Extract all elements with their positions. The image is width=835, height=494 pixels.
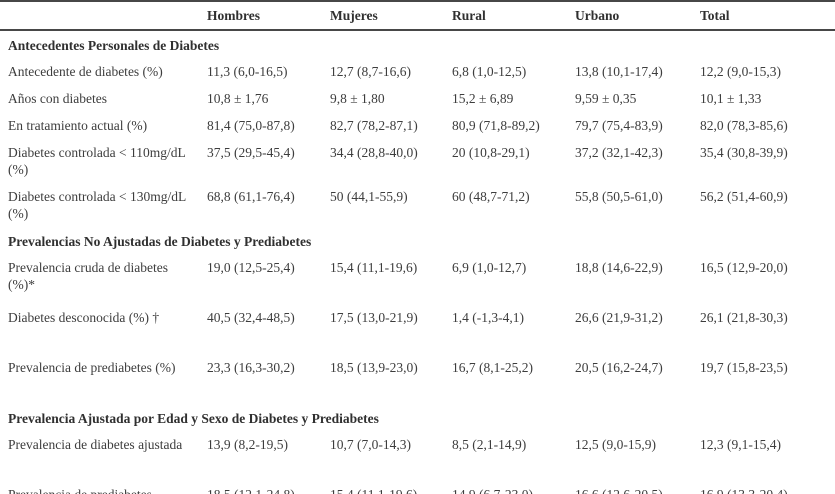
value-cell: 8,5 (2,1-14,9) [452, 437, 527, 452]
value-cell: 18,5 (13,9-23,0) [330, 360, 418, 375]
value-cell: 17,5 (13,0-21,9) [330, 310, 418, 325]
table-row: Diabetes desconocida (%) † 40,5 (32,4-48,… [0, 304, 835, 354]
value-cell: 80,9 (71,8-89,2) [452, 118, 540, 133]
table-row: Antecedente de diabetes (%) 11,3 (6,0-16,… [0, 58, 835, 85]
value-cell: 40,5 (32,4-48,5) [207, 310, 295, 325]
section-title: Prevalencias No Ajustadas de Diabetes y … [8, 234, 312, 249]
value-cell: 55,8 (50,5-61,0) [575, 189, 663, 204]
value-cell: 23,3 (16,3-30,2) [207, 360, 295, 375]
row-label: En tratamiento actual (%) [8, 118, 148, 133]
value-cell: 79,7 (75,4-83,9) [575, 118, 663, 133]
row-label: Diabetes controlada < 130mg/dL (%) [8, 189, 186, 221]
value-cell: 56,2 (51,4-60,9) [700, 189, 788, 204]
value-cell: 15,2 ± 6,89 [452, 91, 514, 106]
table-row: Diabetes controlada < 110mg/dL (%) 37,5 (… [0, 139, 835, 183]
column-header-mujeres: Mujeres [323, 1, 445, 31]
value-cell: 81,4 (75,0-87,8) [207, 118, 295, 133]
section-title: Antecedentes Personales de Diabetes [8, 38, 220, 53]
value-cell: 15,4 (11,1-19,6) [323, 481, 445, 494]
table-body: Antecedentes Personales de Diabetes Antec… [0, 30, 835, 494]
value-cell: 37,5 (29,5-45,4) [207, 145, 295, 160]
table-row: Años con diabetes 10,8 ± 1,76 9,8 ± 1,80 15… [0, 85, 835, 112]
value-cell: 12,2 (9,0-15,3) [700, 64, 781, 79]
table-row: Diabetes controlada < 130mg/dL (%) 68,8 (… [0, 183, 835, 227]
value-cell: 19,7 (15,8-23,5) [700, 360, 788, 375]
value-cell: 13,9 (8,2-19,5) [207, 437, 288, 452]
value-cell: 26,1 (21,8-30,3) [700, 310, 788, 325]
value-cell: 16,6 (12,6-20,5) [568, 481, 693, 494]
row-label: Antecedente de diabetes (%) [8, 64, 163, 79]
value-cell: 19,0 (12,5-25,4) [207, 260, 295, 275]
value-cell: 12,7 (8,7-16,6) [330, 64, 411, 79]
value-cell: 10,1 ± 1,33 [700, 91, 762, 106]
value-cell: 1,4 (-1,3-4,1) [452, 310, 524, 325]
value-cell: 9,59 ± 0,35 [575, 91, 637, 106]
table-row: Prevalencia de prediabetes (%) 23,3 (16,3… [0, 354, 835, 404]
value-cell: 60 (48,7-71,2) [452, 189, 530, 204]
value-cell: 9,8 ± 1,80 [330, 91, 385, 106]
column-header-hombres: Hombres [200, 1, 323, 31]
value-cell: 82,0 (78,3-85,6) [700, 118, 788, 133]
value-cell: 20 (10,8-29,1) [452, 145, 530, 160]
row-label: Prevalencia de prediabetes ajustada [0, 481, 200, 494]
value-cell: 18,8 (14,6-22,9) [575, 260, 663, 275]
value-cell: 26,6 (21,9-31,2) [575, 310, 663, 325]
value-cell: 50 (44,1-55,9) [330, 189, 408, 204]
section-title: Prevalencia Ajustada por Edad y Sexo de … [8, 411, 379, 426]
value-cell: 37,2 (32,1-42,3) [575, 145, 663, 160]
value-cell: 35,4 (30,8-39,9) [700, 145, 788, 160]
row-label: Prevalencia de prediabetes (%) [8, 360, 176, 375]
value-cell: 10,7 (7,0-14,3) [330, 437, 411, 452]
value-cell: 13,8 (10,1-17,4) [575, 64, 663, 79]
table-row: Prevalencia cruda de diabetes (%)* 19,0 (… [0, 254, 835, 304]
row-label: Diabetes desconocida (%) † [8, 310, 160, 325]
value-cell: 34,4 (28,8-40,0) [330, 145, 418, 160]
column-header-total: Total [693, 1, 835, 31]
row-label: Prevalencia de diabetes ajustada [8, 437, 183, 452]
table-row: Prevalencia de diabetes ajustada 13,9 (8,… [0, 431, 835, 481]
section-header-row: Prevalencia Ajustada por Edad y Sexo de … [0, 404, 835, 431]
value-cell: 68,8 (61,1-76,4) [207, 189, 295, 204]
section-header-row: Antecedentes Personales de Diabetes [0, 30, 835, 58]
table-row: Prevalencia de prediabetes ajustada18,5 … [0, 481, 835, 494]
value-cell: 16,9 (13,3-20,4) [693, 481, 835, 494]
value-cell: 16,7 (8,1-25,2) [452, 360, 533, 375]
table-row: En tratamiento actual (%) 81,4 (75,0-87,8… [0, 112, 835, 139]
section-header-row: Prevalencias No Ajustadas de Diabetes y … [0, 227, 835, 254]
value-cell: 14,9 (6,7-23,0) [445, 481, 568, 494]
value-cell: 20,5 (16,2-24,7) [575, 360, 663, 375]
value-cell: 12,3 (9,1-15,4) [700, 437, 781, 452]
row-label: Diabetes controlada < 110mg/dL (%) [8, 145, 186, 177]
column-header-rural: Rural [445, 1, 568, 31]
value-cell: 82,7 (78,2-87,1) [330, 118, 418, 133]
row-label: Años con diabetes [8, 91, 107, 106]
table-header-row: Hombres Mujeres Rural Urbano Total [0, 1, 835, 31]
empty-corner-cell [0, 1, 200, 31]
value-cell: 18,5 (12,1-24,8) [200, 481, 323, 494]
value-cell: 10,8 ± 1,76 [207, 91, 269, 106]
value-cell: 15,4 (11,1-19,6) [330, 260, 418, 275]
row-label: Prevalencia cruda de diabetes (%)* [8, 260, 169, 292]
value-cell: 12,5 (9,0-15,9) [575, 437, 656, 452]
value-cell: 6,8 (1,0-12,5) [452, 64, 527, 79]
value-cell: 11,3 (6,0-16,5) [207, 64, 288, 79]
column-header-urbano: Urbano [568, 1, 693, 31]
value-cell: 6,9 (1,0-12,7) [452, 260, 527, 275]
value-cell: 16,5 (12,9-20,0) [700, 260, 788, 275]
